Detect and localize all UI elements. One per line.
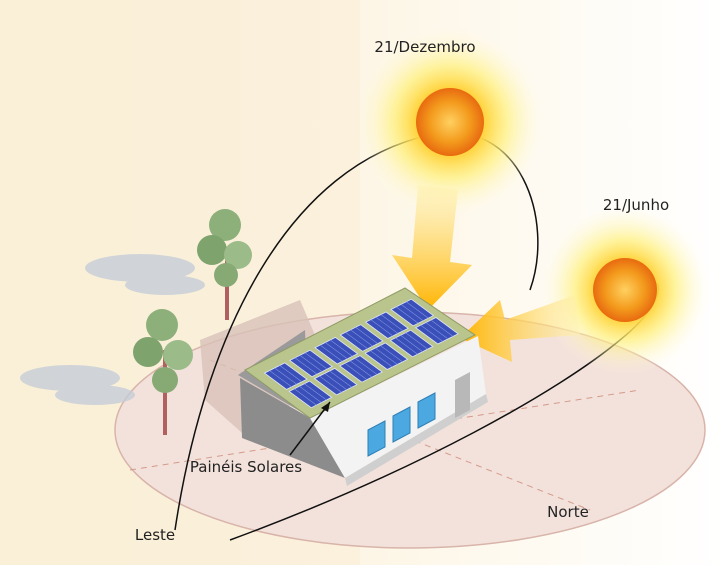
solar-panels — [263, 298, 459, 409]
panel-cell-line — [370, 319, 394, 337]
pointer-head — [321, 402, 330, 412]
panel-cell-line — [420, 324, 444, 342]
panel-cell-line — [330, 339, 353, 357]
panel-cell-line — [294, 388, 317, 406]
sunlight-arrow — [392, 185, 472, 310]
panel-cell-line — [380, 345, 403, 363]
panel-cell-line — [375, 316, 399, 334]
panel-cell-line — [279, 365, 302, 383]
panel-cell-line — [320, 344, 343, 362]
panel-cell-line — [294, 357, 318, 375]
panel-cell-line — [325, 342, 348, 360]
sun-june — [593, 258, 657, 322]
panel-cell-line — [329, 370, 352, 388]
panel-cell-line — [349, 360, 373, 378]
sun-december — [416, 88, 484, 156]
panel-cell-line — [299, 355, 323, 372]
panel-cell-line — [406, 301, 429, 319]
tree — [133, 309, 193, 435]
panel-cell-line — [344, 363, 368, 380]
december-label: 21/Dezembro — [374, 38, 475, 56]
panel-cell-line — [400, 304, 424, 321]
north-label: Norte — [547, 503, 589, 521]
tree-shadows — [20, 254, 205, 405]
panel-cell-line — [345, 332, 368, 349]
panel-cell-line — [425, 322, 449, 340]
panel-cell-line — [354, 357, 378, 375]
panel-cell-line — [324, 373, 347, 391]
panel-cell-line — [395, 337, 418, 355]
window — [367, 392, 436, 457]
panel-cell-line — [375, 347, 398, 365]
panel-cell-line — [405, 332, 428, 350]
panel-cell-line — [355, 327, 378, 344]
panels-label: Painéis Solares — [190, 458, 302, 476]
sunlight-arrow — [460, 295, 580, 362]
panel-cell-line — [299, 385, 322, 403]
panel-cell-line — [370, 350, 393, 368]
panel-cell-line — [319, 375, 342, 393]
panel-cell-line — [380, 314, 404, 332]
panel-cell-line — [269, 370, 292, 388]
panel-cell-line — [430, 319, 454, 337]
june-label: 21/Junho — [603, 196, 669, 214]
east-label: Leste — [135, 526, 175, 544]
panel-cell-line — [350, 329, 373, 347]
tree — [197, 209, 252, 320]
panel-cell-line — [274, 367, 297, 385]
panel-cell-line — [395, 306, 419, 324]
panel-cell-line — [304, 383, 327, 401]
pointer — [289, 401, 331, 456]
panel-cell-line — [304, 352, 328, 370]
panel-cell-line — [400, 335, 423, 352]
